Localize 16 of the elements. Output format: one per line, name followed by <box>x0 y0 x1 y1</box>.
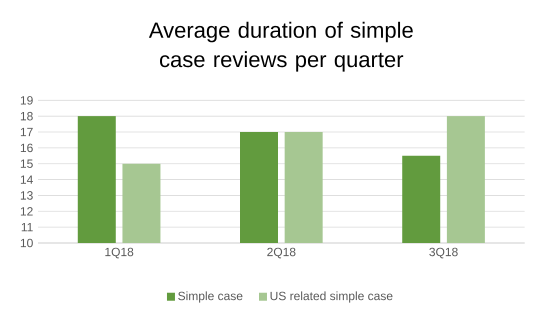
x-tick-label: 2Q18 <box>267 248 296 258</box>
y-tick-label: 10 <box>20 238 33 248</box>
y-tick-label: 14 <box>20 175 33 184</box>
legend-label: US related simple case <box>270 291 392 303</box>
x-tick-label: 3Q18 <box>429 248 458 258</box>
y-tick-label: 18 <box>20 112 33 120</box>
chart-title: Average duration of simple case reviews per quarter <box>148 22 413 72</box>
y-tick-label: 13 <box>20 191 33 200</box>
y-tick-label: 15 <box>20 160 33 168</box>
y-tick-label: 19 <box>20 96 33 105</box>
y-tick-label: 17 <box>20 128 33 136</box>
legend-label: Simple case <box>178 291 242 303</box>
y-tick-label: 12 <box>20 207 33 216</box>
y-tick-label: 11 <box>22 223 33 232</box>
x-tick-label: 1Q18 <box>105 248 134 258</box>
y-tick-label: 16 <box>20 144 33 152</box>
